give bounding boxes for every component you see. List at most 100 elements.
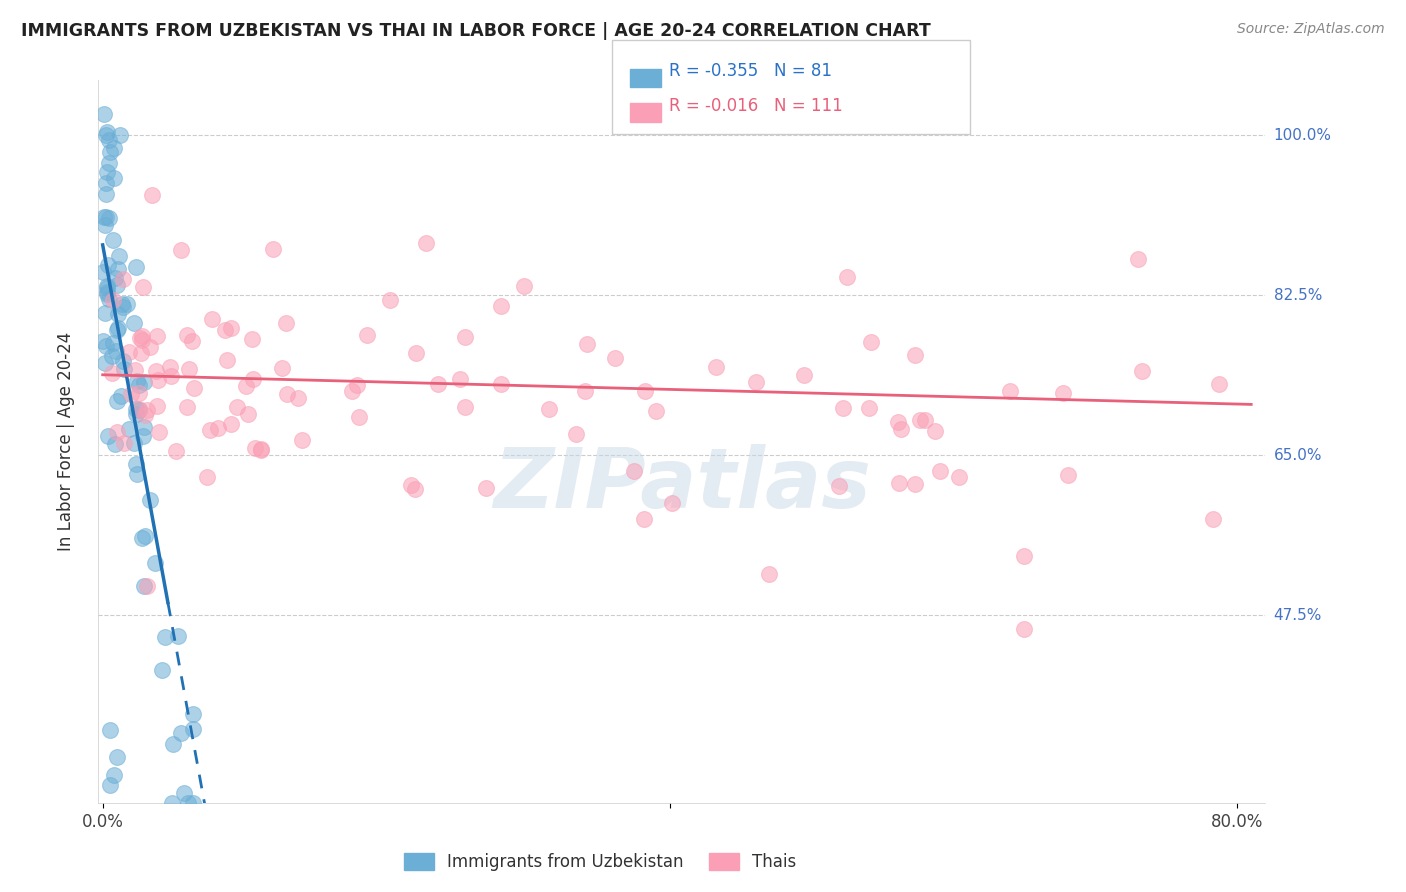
Point: [103, 141, 125, 155]
Point: [166, 629, 188, 643]
Point: [793, 368, 815, 383]
Point: [405, 346, 427, 360]
Point: [159, 359, 181, 374]
Point: [98, 292, 121, 306]
Point: [176, 400, 198, 414]
Point: [94, 128, 117, 143]
Point: [1014, 549, 1036, 563]
Point: [513, 279, 536, 293]
Point: [538, 402, 561, 417]
Point: [575, 337, 598, 351]
Point: [107, 320, 129, 334]
Point: [97, 133, 120, 147]
Text: R = -0.016   N = 111: R = -0.016 N = 111: [669, 97, 844, 115]
Point: [176, 328, 198, 343]
Point: [162, 737, 184, 751]
Legend: Immigrants from Uzbekistan, Thais: Immigrants from Uzbekistan, Thais: [398, 846, 803, 878]
Point: [112, 436, 135, 450]
Point: [128, 402, 150, 417]
Point: [623, 464, 645, 478]
Point: [745, 376, 768, 390]
Point: [214, 323, 236, 337]
Point: [574, 384, 596, 398]
Point: [148, 425, 170, 440]
Point: [1201, 512, 1223, 526]
Point: [107, 307, 129, 321]
Point: [177, 362, 200, 376]
Point: [146, 328, 169, 343]
Point: [105, 750, 128, 764]
Point: [860, 335, 883, 350]
Point: [112, 361, 135, 376]
Point: [195, 470, 218, 484]
Point: [449, 372, 471, 386]
Point: [97, 258, 120, 272]
Point: [340, 384, 363, 398]
Point: [835, 270, 858, 285]
Point: [426, 376, 449, 391]
Point: [183, 796, 205, 810]
Point: [415, 236, 437, 251]
Point: [1057, 467, 1080, 482]
Point: [262, 243, 284, 257]
Text: R = -0.355   N = 81: R = -0.355 N = 81: [669, 62, 832, 80]
Point: [128, 386, 150, 401]
Point: [122, 435, 145, 450]
Point: [94, 186, 117, 201]
Point: [101, 293, 124, 307]
Point: [276, 316, 298, 330]
Point: [97, 429, 120, 443]
Point: [105, 278, 128, 293]
Point: [143, 556, 166, 570]
Point: [914, 413, 936, 427]
Point: [890, 422, 912, 436]
Point: [998, 384, 1021, 399]
Point: [98, 723, 121, 737]
Point: [198, 423, 221, 437]
Point: [107, 262, 129, 277]
Point: [603, 351, 626, 365]
Point: [170, 725, 193, 739]
Point: [131, 429, 153, 443]
Point: [181, 723, 204, 737]
Point: [908, 413, 931, 427]
Point: [100, 349, 122, 363]
Point: [226, 400, 249, 414]
Point: [110, 389, 132, 403]
Point: [128, 403, 150, 417]
Point: [928, 464, 950, 478]
Point: [183, 381, 205, 395]
Point: [201, 312, 224, 326]
Text: Source: ZipAtlas.com: Source: ZipAtlas.com: [1237, 22, 1385, 37]
Point: [125, 467, 148, 481]
Point: [134, 408, 156, 422]
Point: [948, 469, 970, 483]
Point: [124, 363, 146, 377]
Point: [125, 457, 148, 471]
Point: [215, 352, 238, 367]
Point: [634, 384, 657, 398]
Point: [110, 128, 132, 143]
Point: [141, 187, 163, 202]
Point: [924, 424, 946, 438]
Point: [124, 316, 146, 330]
Point: [491, 300, 513, 314]
Point: [165, 443, 187, 458]
Point: [120, 387, 142, 401]
Point: [704, 359, 727, 374]
Point: [633, 512, 655, 526]
Text: 100.0%: 100.0%: [1274, 128, 1331, 143]
Point: [93, 106, 115, 120]
Point: [104, 271, 127, 285]
Point: [401, 478, 423, 492]
Point: [1052, 385, 1074, 400]
Point: [96, 165, 118, 179]
Point: [181, 706, 204, 721]
Point: [131, 531, 153, 545]
Point: [904, 348, 927, 362]
Point: [356, 328, 378, 343]
Point: [131, 345, 153, 359]
Text: 65.0%: 65.0%: [1274, 448, 1322, 463]
Point: [661, 496, 683, 510]
Point: [136, 403, 159, 417]
